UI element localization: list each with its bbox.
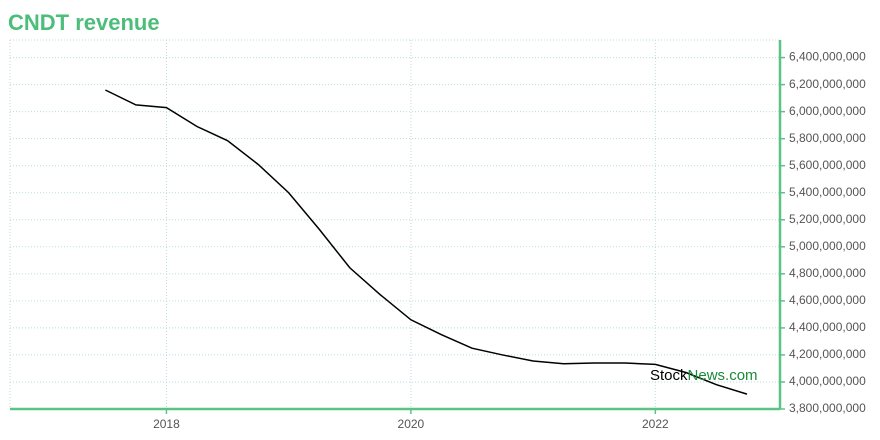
y-tick-label: 5,400,000,000 [789,185,866,199]
y-tick-label: 4,800,000,000 [789,266,866,280]
y-tick-label: 3,800,000,000 [789,401,866,415]
y-tick-label: 6,200,000,000 [789,77,866,91]
watermark: StockNews.com [650,367,758,384]
y-tick-label: 6,000,000,000 [789,104,866,118]
x-tick-label: 2022 [642,417,669,431]
y-tick-label: 5,800,000,000 [789,131,866,145]
y-tick-label: 4,600,000,000 [789,293,866,307]
x-tick-label: 2020 [398,417,425,431]
y-tick-label: 4,000,000,000 [789,374,866,388]
chart-title: CNDT revenue [8,10,160,35]
y-tick-label: 5,200,000,000 [789,212,866,226]
watermark-right: News.com [688,367,758,384]
y-tick-label: 5,600,000,000 [789,158,866,172]
x-tick-label: 2018 [153,417,180,431]
watermark-left: Stock [650,367,688,384]
y-tick-label: 5,000,000,000 [789,239,866,253]
y-tick-label: 4,400,000,000 [789,320,866,334]
y-tick-label: 4,200,000,000 [789,347,866,361]
line [105,89,748,395]
y-tick-label: 6,400,000,000 [789,50,866,64]
